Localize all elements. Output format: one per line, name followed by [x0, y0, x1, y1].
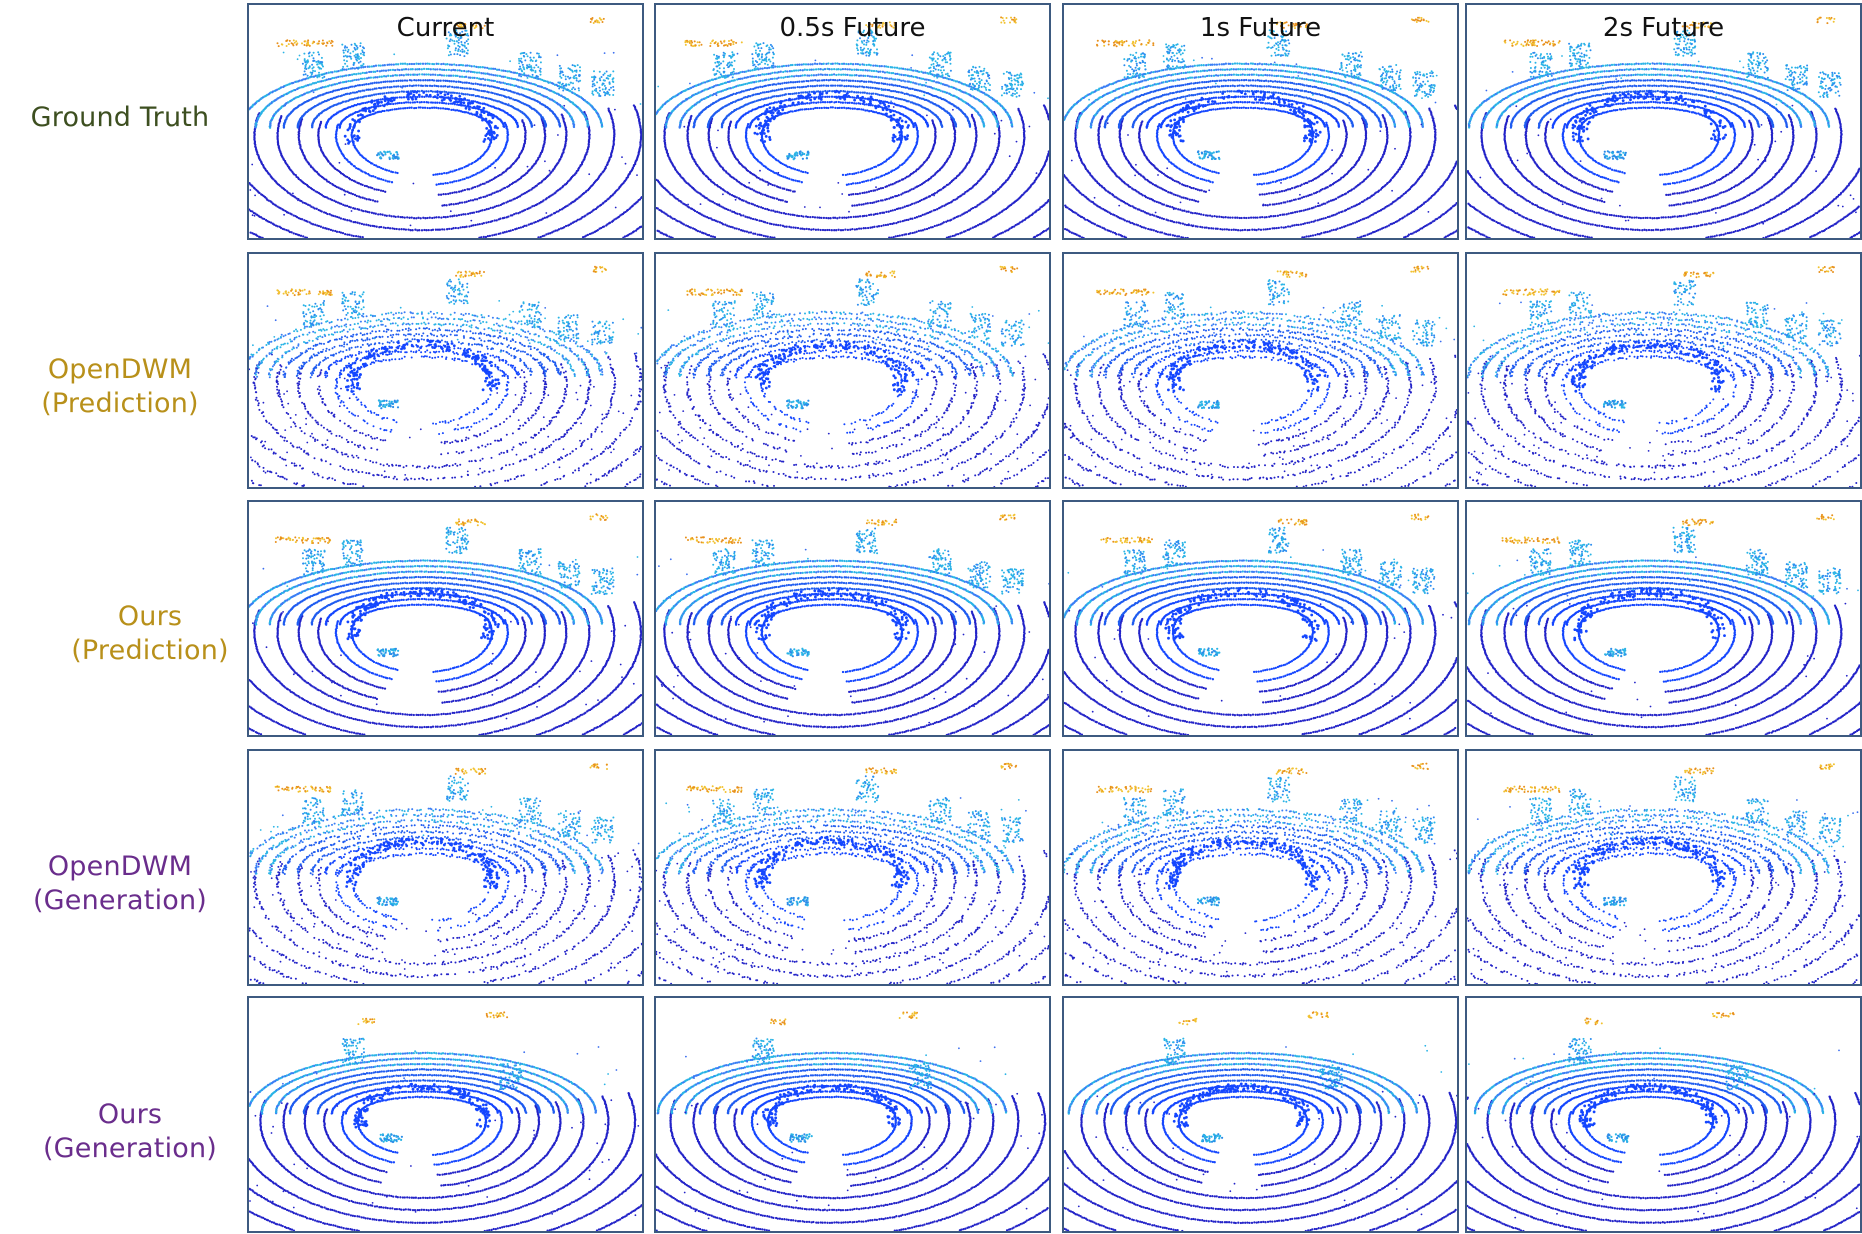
pointcloud-panel — [247, 252, 644, 489]
row-label-line1: Ours — [10, 1098, 250, 1132]
lidar-point-cloud — [656, 254, 1049, 487]
row-label-opendwm-generation: OpenDWM (Generation) — [0, 850, 240, 918]
column-header: 2s Future — [1467, 13, 1860, 43]
column-header: 0.5s Future — [656, 13, 1049, 43]
row-label-ground-truth: Ground Truth — [0, 101, 240, 135]
lidar-point-cloud — [1467, 751, 1860, 984]
pointcloud-panel — [1062, 749, 1459, 986]
lidar-point-cloud — [1467, 502, 1860, 735]
pointcloud-panel: 0.5s Future — [654, 3, 1051, 240]
row-label-line1: Ground Truth — [0, 101, 240, 135]
row-label-line2: (Prediction) — [30, 634, 270, 668]
pointcloud-panel — [1465, 996, 1862, 1233]
pointcloud-panel — [1062, 500, 1459, 737]
row-label-line1: Ours — [30, 600, 270, 634]
column-header: Current — [249, 13, 642, 43]
lidar-point-cloud — [656, 998, 1049, 1231]
pointcloud-panel — [654, 500, 1051, 737]
pointcloud-panel: 2s Future — [1465, 3, 1862, 240]
pointcloud-panel — [1062, 996, 1459, 1233]
pointcloud-panel — [654, 749, 1051, 986]
row-label-line1: OpenDWM — [0, 353, 240, 387]
lidar-point-cloud — [249, 502, 642, 735]
pointcloud-panel — [654, 252, 1051, 489]
pointcloud-panel — [1465, 252, 1862, 489]
pointcloud-panel — [247, 996, 644, 1233]
pointcloud-panel: 1s Future — [1062, 3, 1459, 240]
row-label-ours-generation: Ours (Generation) — [10, 1098, 250, 1166]
pointcloud-panel — [247, 500, 644, 737]
lidar-point-cloud — [1467, 254, 1860, 487]
lidar-point-cloud — [249, 254, 642, 487]
row-label-ours-prediction: Ours (Prediction) — [30, 600, 270, 668]
lidar-point-cloud — [1064, 751, 1457, 984]
pointcloud-panel — [654, 996, 1051, 1233]
pointcloud-panel — [1465, 500, 1862, 737]
pointcloud-panel — [1062, 252, 1459, 489]
row-label-line2: (Generation) — [0, 884, 240, 918]
pointcloud-panel: Current — [247, 3, 644, 240]
lidar-point-cloud — [249, 751, 642, 984]
row-label-line2: (Generation) — [10, 1132, 250, 1166]
row-label-line1: OpenDWM — [0, 850, 240, 884]
row-label-opendwm-prediction: OpenDWM (Prediction) — [0, 353, 240, 421]
lidar-point-cloud — [656, 751, 1049, 984]
pointcloud-panel — [1465, 749, 1862, 986]
column-header: 1s Future — [1064, 13, 1457, 43]
pointcloud-panel — [247, 749, 644, 986]
lidar-point-cloud — [1064, 502, 1457, 735]
lidar-point-cloud — [1064, 254, 1457, 487]
lidar-point-cloud — [656, 502, 1049, 735]
lidar-point-cloud — [1064, 998, 1457, 1231]
lidar-point-cloud — [1467, 998, 1860, 1231]
lidar-point-cloud — [249, 998, 642, 1231]
row-label-line2: (Prediction) — [0, 387, 240, 421]
